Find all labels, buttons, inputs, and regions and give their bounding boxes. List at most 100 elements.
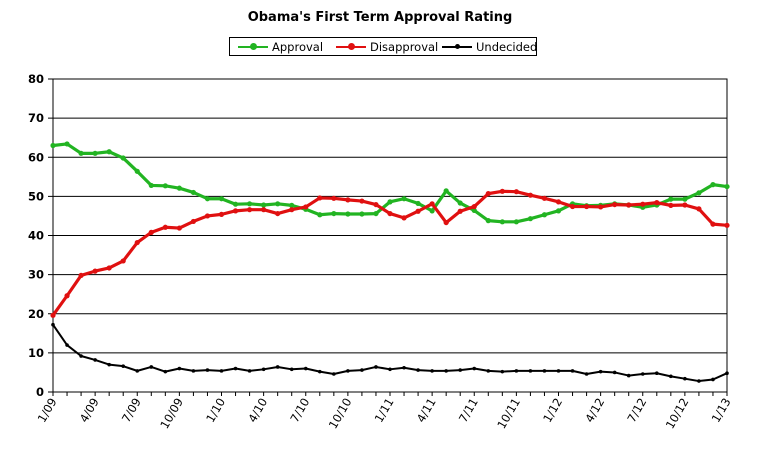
y-tick-label: 70 [28,111,44,125]
data-point-undecided [500,369,505,374]
x-tick-label: 7/11 [456,396,481,425]
y-tick-label: 0 [36,385,44,399]
x-axis: 1/09 4/09 7/09 10/09 1/10 4/10 7/10 10/10 1/11 4/… [35,392,734,431]
data-point-undecided [416,368,420,372]
data-point-disapproval [162,224,168,230]
y-tick-label: 50 [28,189,44,203]
data-point-disapproval [415,208,421,214]
data-point-disapproval [443,219,449,226]
data-point-undecided [584,372,589,376]
data-point-approval [232,201,239,207]
data-point-undecided [233,366,238,371]
data-point-undecided [669,374,673,379]
data-point-disapproval [246,207,253,213]
x-tick-label: 4/10 [245,396,270,425]
data-point-undecided [177,366,182,371]
data-point-undecided [444,369,448,373]
data-point-approval [527,216,534,222]
data-point-undecided [191,369,196,373]
data-point-undecided [725,371,729,376]
data-point-undecided [626,373,631,378]
data-point-disapproval [303,204,309,210]
data-point-undecided [163,369,168,374]
data-point-disapproval [485,191,491,197]
legend-marker-undecided [455,44,460,49]
data-point-approval [499,219,505,225]
data-point-undecided [65,343,69,347]
data-point-approval [696,190,702,196]
data-point-undecided [374,365,378,369]
data-point-disapproval [513,189,519,195]
x-tick-label: 10/10 [326,396,355,432]
series-undecided [51,322,729,383]
data-point-undecided [388,367,392,372]
data-point-approval [190,189,197,196]
data-point-undecided [275,365,280,369]
data-point-disapproval [654,200,660,206]
data-point-disapproval [359,198,365,204]
data-point-disapproval [373,201,379,208]
y-tick-label: 20 [28,307,44,321]
data-point-undecided [205,368,210,372]
x-tick-label: 4/09 [77,396,102,425]
data-point-undecided [247,369,252,373]
data-point-approval [387,199,393,205]
data-point-disapproval [598,204,604,210]
chart-title: Obama's First Term Approval Rating [247,10,513,25]
data-point-undecided [430,369,434,373]
data-point-disapproval [555,199,562,205]
x-tick-label: 4/12 [582,396,607,425]
data-point-undecided [683,376,687,381]
data-point-disapproval [682,202,688,208]
data-point-undecided [570,369,575,373]
x-tick-label: 1/11 [372,396,397,425]
data-point-disapproval [668,202,674,208]
chart-legend: Approval Disapproval Undecided [229,37,537,56]
data-point-disapproval [640,201,646,207]
data-point-approval [710,182,716,188]
legend-label-undecided: Undecided [476,40,538,54]
data-point-undecided [51,322,55,327]
data-point-approval [443,188,449,194]
data-point-approval [162,183,168,189]
data-point-disapproval [317,195,323,201]
data-point-approval [261,202,267,208]
data-point-undecided [697,379,701,383]
data-point-undecided [528,369,533,373]
data-point-undecided [107,362,111,367]
data-point-disapproval [218,211,225,217]
data-point-approval [148,182,154,189]
data-point-approval [429,208,435,214]
data-point-disapproval [457,208,463,214]
data-point-disapproval [289,207,295,213]
data-point-approval [64,141,70,147]
data-point-undecided [556,369,561,373]
data-point-disapproval [345,197,351,203]
data-point-undecided [149,365,154,369]
data-point-approval [275,201,281,207]
data-point-disapproval [387,210,393,217]
data-point-disapproval [471,203,477,210]
legend-label-approval: Approval [272,40,324,54]
data-point-undecided [402,365,406,370]
data-point-approval [92,150,98,156]
data-point-approval [359,211,365,217]
legend-marker-approval [250,43,257,50]
data-point-disapproval [541,195,548,201]
data-point-disapproval [499,188,505,194]
data-point-approval [345,211,351,217]
x-tick-label: 7/10 [287,396,312,425]
data-point-disapproval [331,195,337,201]
data-point-disapproval [696,206,702,212]
series-line-approval [52,142,728,224]
data-point-disapproval [64,293,70,299]
data-point-disapproval [626,202,632,208]
data-point-disapproval [583,203,590,210]
data-point-undecided [711,377,715,382]
data-point-disapproval [190,218,197,225]
y-tick-label: 10 [28,346,44,360]
data-point-undecided [135,369,140,373]
data-point-approval [373,210,379,217]
x-tick-label: 1/10 [203,396,228,425]
